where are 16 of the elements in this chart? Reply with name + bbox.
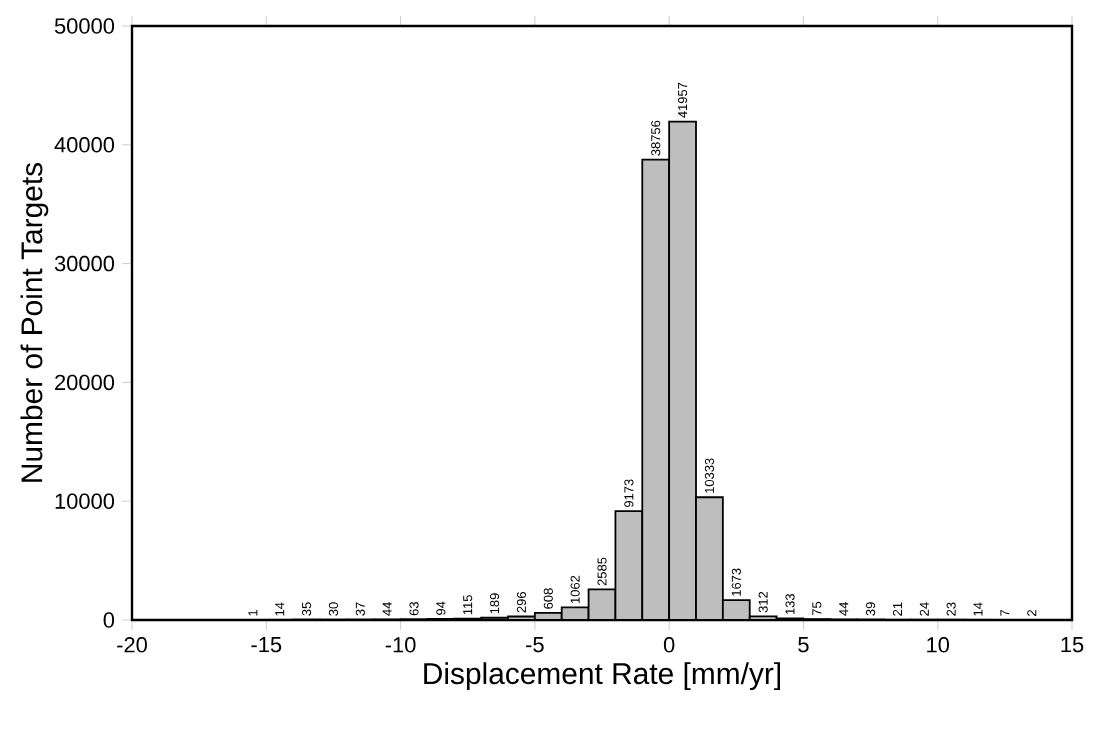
x-tick-label: -15 (251, 637, 282, 653)
x-tick-label: -5 (526, 637, 544, 653)
x-axis-title: Displacement Rate [mm/yr] (424, 662, 781, 691)
y-tick-label: 0 (103, 612, 115, 628)
y-tick-label: 20000 (55, 374, 115, 391)
y-tick-label: 50000 (54, 18, 115, 34)
x-tick-label: 10 (927, 637, 950, 653)
y-tick-label: 40000 (54, 137, 115, 153)
y-tick-label: 30000 (54, 255, 115, 272)
y-tick-label: 10000 (55, 493, 115, 509)
x-tick-label: -20 (117, 637, 147, 653)
x-tick-label: 5 (798, 637, 809, 653)
y-axis-title: Number of Point Targets (20, 162, 49, 482)
x-tick-label: 15 (1061, 637, 1084, 653)
x-tick-label: 0 (663, 637, 675, 653)
x-tick-label: -10 (385, 637, 416, 653)
